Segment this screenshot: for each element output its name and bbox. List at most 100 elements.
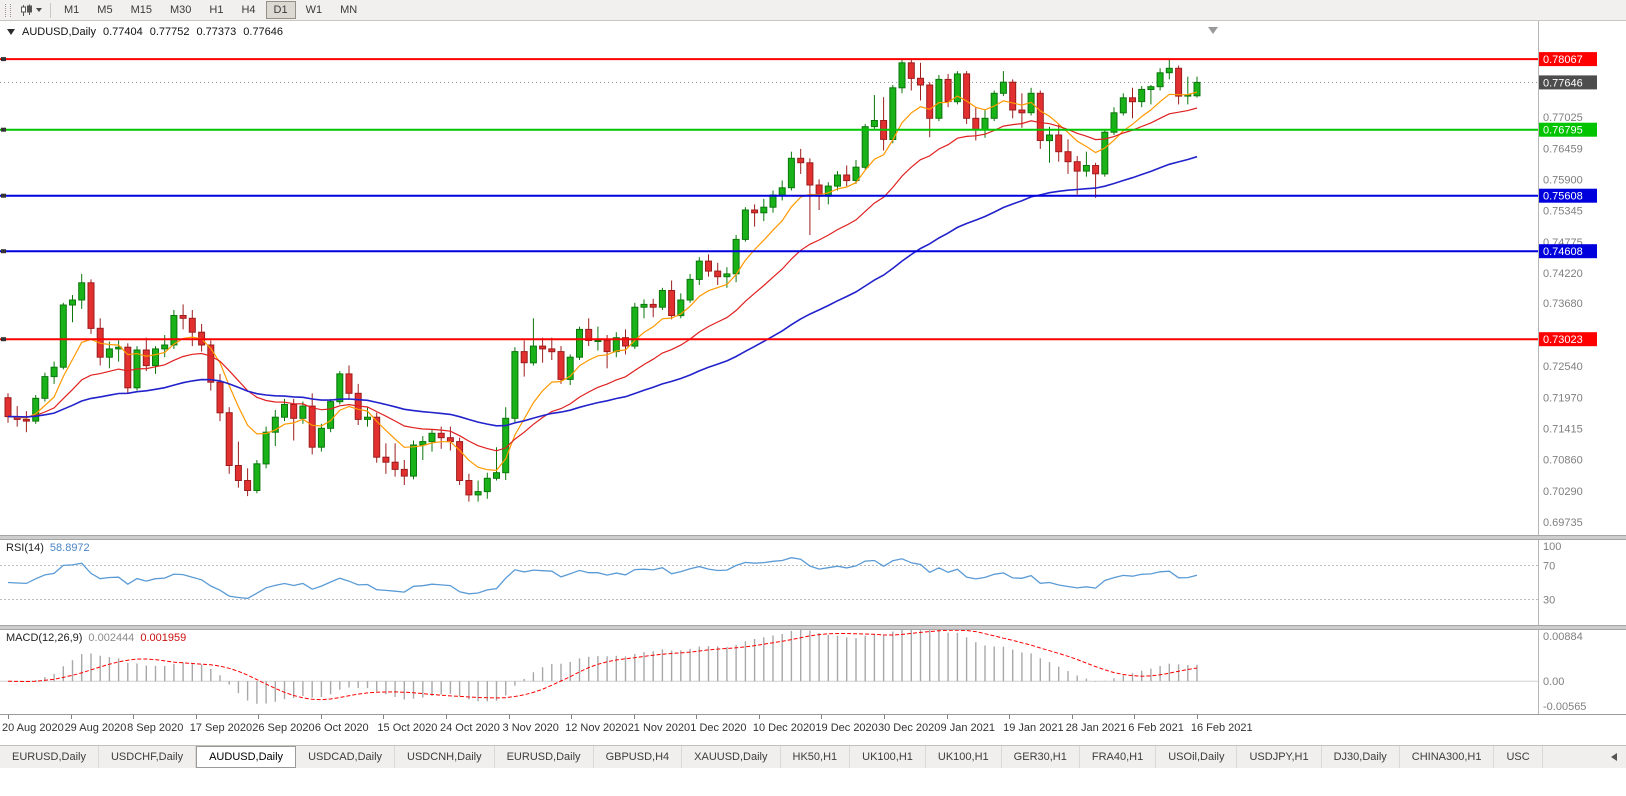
date-tick bbox=[758, 715, 760, 719]
line-handle[interactable] bbox=[1, 337, 6, 342]
rsi-panel[interactable]: 100 70 30 RSI(14) 58.8972 bbox=[0, 540, 1626, 625]
chart-symbol-label: AUDUSD,Daily bbox=[22, 26, 96, 38]
date-tick bbox=[633, 715, 635, 719]
macd-panel[interactable]: 0.00884 0.00 -0.00565 MACD(12,26,9) 0.0024… bbox=[0, 630, 1626, 714]
toolbar-grip[interactable] bbox=[5, 3, 11, 17]
date-tick bbox=[1196, 715, 1198, 719]
close-value: 0.77646 bbox=[243, 26, 284, 38]
date-axis[interactable]: 20 Aug 2020 29 Aug 2020 8 Sep 2020 17 Sep 2… bbox=[0, 714, 1626, 745]
macd-label: MACD(12,26,9) bbox=[6, 632, 83, 644]
macd-chart: 0.00884 0.00 -0.00565 bbox=[0, 630, 1586, 714]
date-label: 12 Nov 2020 bbox=[565, 722, 628, 734]
symbol-tab-ger30-h1[interactable]: GER30,H1 bbox=[1002, 746, 1080, 768]
date-tick bbox=[883, 715, 885, 719]
line-handle[interactable] bbox=[1, 127, 6, 132]
timeframe-button-mn[interactable]: MN bbox=[340, 4, 358, 16]
timeframe-button-w1[interactable]: W1 bbox=[305, 4, 323, 16]
date-tick bbox=[508, 715, 510, 719]
panel-separator[interactable] bbox=[0, 535, 1626, 540]
timeframe-button-m1[interactable]: M1 bbox=[64, 4, 80, 16]
candlestick-chart-icon bbox=[21, 4, 32, 16]
chart-type-button[interactable] bbox=[16, 3, 46, 18]
timeframe-button-h4[interactable]: H4 bbox=[241, 4, 256, 16]
symbol-tab-eurusd-daily[interactable]: EURUSD,Daily bbox=[495, 746, 594, 768]
date-tick bbox=[8, 715, 9, 719]
svg-text:0.00884: 0.00884 bbox=[1543, 631, 1583, 643]
timeframe-button-h1[interactable]: H1 bbox=[209, 4, 224, 16]
symbol-tab-usoil-daily[interactable]: USOil,Daily bbox=[1156, 746, 1238, 768]
open-value: 0.77404 bbox=[102, 26, 143, 38]
svg-text:0.75345: 0.75345 bbox=[1543, 205, 1583, 217]
symbol-tab-china300-h1[interactable]: CHINA300,H1 bbox=[1400, 746, 1495, 768]
price-tag-0.73023: 0.73023 bbox=[1539, 332, 1597, 346]
chart-ohlc-readout: AUDUSD,Daily 0.77404 0.77752 0.77373 0.7… bbox=[7, 26, 283, 38]
timeframe-button-d1[interactable]: D1 bbox=[265, 1, 296, 19]
symbol-tab-eurusd-daily[interactable]: EURUSD,Daily bbox=[0, 746, 99, 768]
svg-text:0.00: 0.00 bbox=[1543, 676, 1564, 688]
date-tick bbox=[70, 715, 72, 719]
caret-down-icon bbox=[36, 8, 42, 12]
price-tag-0.78067: 0.78067 bbox=[1539, 52, 1597, 67]
svg-text:0.74220: 0.74220 bbox=[1543, 268, 1583, 280]
svg-text:0.77025: 0.77025 bbox=[1543, 112, 1583, 124]
price-tag-0.74608: 0.74608 bbox=[1539, 244, 1597, 258]
symbol-tab-xauusd-daily[interactable]: XAUUSD,Daily bbox=[682, 746, 781, 768]
arrow-left-icon bbox=[1611, 753, 1617, 761]
timeframe-button-m15[interactable]: M15 bbox=[130, 4, 152, 16]
panel-separator[interactable] bbox=[0, 625, 1626, 630]
line-handle[interactable] bbox=[1, 249, 6, 254]
svg-text:0.74608: 0.74608 bbox=[1543, 246, 1583, 258]
ma-slow-line bbox=[7, 155, 1198, 427]
svg-text:0.75900: 0.75900 bbox=[1543, 174, 1583, 186]
price-tag-0.76795: 0.76795 bbox=[1539, 122, 1597, 137]
timeframe-button-m30[interactable]: M30 bbox=[169, 4, 192, 16]
symbol-tab-usdchf-daily[interactable]: USDCHF,Daily bbox=[99, 746, 197, 768]
symbol-tab-uk100-h1[interactable]: UK100,H1 bbox=[850, 746, 926, 768]
symbol-tab-uk100-h1[interactable]: UK100,H1 bbox=[926, 746, 1002, 768]
svg-text:0.76795: 0.76795 bbox=[1543, 125, 1583, 137]
chart-shift-icon[interactable] bbox=[1208, 27, 1218, 34]
symbol-tab-usdcad-daily[interactable]: USDCAD,Daily bbox=[296, 746, 396, 768]
symbol-tab-hk50-h1[interactable]: HK50,H1 bbox=[781, 746, 851, 768]
macd-readout: MACD(12,26,9) 0.002444 0.001959 bbox=[6, 632, 186, 644]
high-value: 0.77752 bbox=[149, 26, 190, 38]
chart-tab-bar: EURUSD,Daily USDCHF,Daily AUDUSD,Daily USDC… bbox=[0, 745, 1626, 768]
symbol-tab-dj30-daily[interactable]: DJ30,Daily bbox=[1322, 746, 1400, 768]
rsi-line bbox=[7, 557, 1198, 600]
symbol-tab-usc[interactable]: USC bbox=[1494, 746, 1543, 768]
rsi-value: 58.8972 bbox=[49, 542, 90, 554]
symbol-tab-audusd-daily[interactable]: AUDUSD,Daily bbox=[196, 746, 297, 768]
line-handle[interactable] bbox=[1, 193, 6, 198]
svg-text:0.71415: 0.71415 bbox=[1543, 424, 1583, 436]
rsi-readout: RSI(14) 58.8972 bbox=[6, 542, 90, 554]
macd-signal-line bbox=[7, 630, 1198, 701]
date-label: 15 Oct 2020 bbox=[377, 722, 438, 734]
svg-text:0.76459: 0.76459 bbox=[1543, 143, 1583, 155]
toolbar-separator bbox=[50, 2, 51, 18]
date-label: 20 Aug 2020 bbox=[2, 722, 64, 734]
date-tick bbox=[320, 715, 322, 719]
macd-histogram bbox=[16, 630, 1198, 704]
date-tick bbox=[821, 715, 823, 719]
timeframe-button-m5[interactable]: M5 bbox=[97, 4, 113, 16]
symbol-tab-fra40-h1[interactable]: FRA40,H1 bbox=[1080, 746, 1157, 768]
line-handle[interactable] bbox=[1, 57, 6, 62]
tabs-scroll-left-button[interactable] bbox=[1606, 749, 1622, 765]
date-tick bbox=[258, 715, 260, 719]
date-tick bbox=[1071, 715, 1073, 719]
price-chart[interactable]: 0.770250.764590.759000.753450.747750.742… bbox=[0, 21, 1626, 535]
date-tick bbox=[696, 715, 698, 719]
date-label: 6 Feb 2021 bbox=[1128, 722, 1184, 734]
chart-collapse-icon[interactable] bbox=[7, 29, 15, 35]
candlesticks bbox=[4, 59, 1201, 502]
timeframe-buttons: M1 M5 M15 M30 H1 H4 D1 W1 MN bbox=[55, 1, 366, 19]
date-tick bbox=[383, 715, 385, 719]
symbol-tab-usdcnh-daily[interactable]: USDCNH,Daily bbox=[395, 746, 495, 768]
chart-tabs: EURUSD,Daily USDCHF,Daily AUDUSD,Daily USDC… bbox=[0, 746, 1602, 768]
date-label: 28 Jan 2021 bbox=[1065, 722, 1127, 734]
svg-text:0.71970: 0.71970 bbox=[1543, 393, 1583, 405]
symbol-tab-usdjpy-h1[interactable]: USDJPY,H1 bbox=[1237, 746, 1322, 768]
symbol-tab-gbpusd-h4[interactable]: GBPUSD,H4 bbox=[594, 746, 683, 768]
main-chart-panel[interactable]: 0.77025 0.76459 0.75900 0.75345 0.74775 0.742… bbox=[0, 21, 1626, 535]
date-label: 16 Feb 2021 bbox=[1190, 722, 1253, 734]
